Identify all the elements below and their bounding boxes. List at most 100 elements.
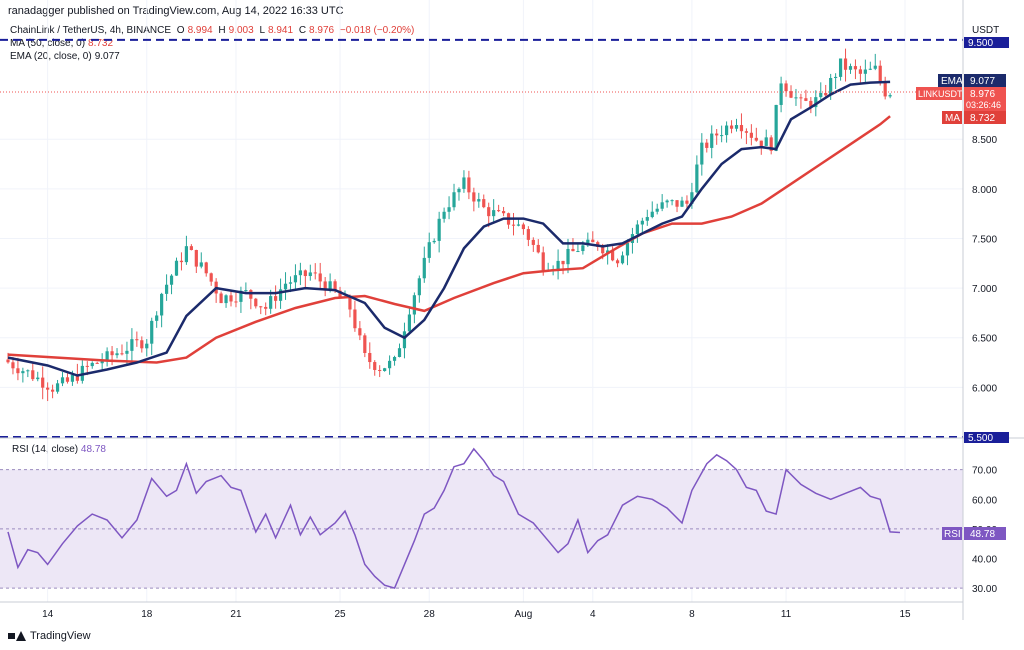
candle-body [169,275,174,285]
candle-body [764,137,768,146]
ema-legend-value: 9.077 [94,51,120,62]
time-tick-label: 21 [230,609,242,620]
rsi-legend[interactable]: RSI (14, close) 48.78 [12,444,106,455]
candle-body [541,252,545,271]
time-tick-label: 11 [781,609,792,620]
open-label: O [176,25,185,36]
support-resistance-lines [0,38,963,589]
candle-body [769,137,773,151]
candle-body [51,389,55,392]
candle-body [31,370,35,380]
candle-body [734,125,739,129]
ema-legend[interactable]: EMA (20, close, 0) 9.077 [10,51,123,62]
candle-body [814,97,818,108]
candle-body [824,92,828,96]
candle-body [729,125,734,129]
candle-body [744,131,749,133]
time-tick-label: 15 [899,609,911,620]
candle-body [412,295,416,315]
candle-body [883,81,887,97]
candle-body [105,351,109,362]
candle-body [244,290,248,292]
level-upper-label: 9.500 [964,37,1009,49]
candle-body [278,289,283,301]
candle-body [269,296,273,309]
time-tick-label: 8 [689,609,695,620]
candle-body [85,365,89,367]
candle-body [606,250,610,254]
candle-body [328,281,332,291]
candle-body [70,374,75,382]
rsi-legend-value: 48.78 [80,444,106,455]
candle-body [829,77,833,96]
candle-body [838,58,843,77]
time-tick-label: Aug [515,609,533,620]
candle-body [46,387,50,390]
candle-body [566,248,570,265]
candle-body [695,164,699,193]
candle-body [65,377,70,382]
candle-body [303,270,307,277]
candle-body [536,244,540,253]
candle-body [492,210,496,217]
price-tick-label: 7.500 [972,234,997,245]
tradingview-footer[interactable]: TradingView [8,630,91,642]
candle-body [482,199,486,208]
candle-body [660,202,664,209]
candle-body [863,69,867,74]
candle-body [819,92,823,98]
candle-body [288,282,293,284]
price-tick-label: 8.500 [972,135,997,146]
candle-body [323,281,327,291]
candle-body [724,125,729,136]
candle-body [387,360,392,369]
candle-body [437,218,441,241]
candle-body [397,348,402,357]
candle-body [655,208,659,212]
candle-body [452,192,456,208]
candle-body [209,273,213,282]
candle-body [259,306,263,308]
svg-text:8.976: 8.976 [970,89,995,100]
candle-body [516,224,521,226]
candle-body [353,309,357,329]
candle-body [432,240,436,243]
time-tick-label: 25 [334,609,346,620]
rsi-tick-label: 40.00 [972,555,997,566]
currency-label: USDT [972,25,999,36]
candle-body [41,377,45,388]
rsi-tick-label: 60.00 [972,495,997,506]
close-label: C [298,25,307,36]
candle-body [368,352,372,363]
time-tick-label: 18 [141,609,153,620]
candle-body [531,239,535,245]
candle-body [373,362,377,370]
candle-body [75,374,79,381]
candle-body [229,295,233,302]
candle-body [363,335,367,353]
candle-body [120,353,124,355]
candle-body [754,137,758,141]
candle-body [739,125,744,132]
candle-body [140,340,144,349]
svg-text:RSI: RSI [944,529,961,540]
candle-body [635,224,639,235]
candle-body [477,199,481,202]
candle-body [467,177,471,193]
ema-badge: EMA 9.077 [938,74,1006,87]
candle-body [789,91,793,98]
candle-body [338,290,342,298]
candle-body [125,350,129,354]
candle-body [804,98,808,101]
candle-body [749,132,753,138]
symbol-name: ChainLink / TetherUS, 4h, BINANCE [10,25,172,36]
candle-body [853,66,858,70]
price-tick-label: 8.000 [972,185,997,196]
candle-body [179,260,184,263]
candle-body [249,290,253,299]
time-tick-label: 4 [590,609,596,620]
footer-brand: TradingView [30,630,91,642]
ma50-line [7,115,891,364]
candle-body [184,246,189,263]
